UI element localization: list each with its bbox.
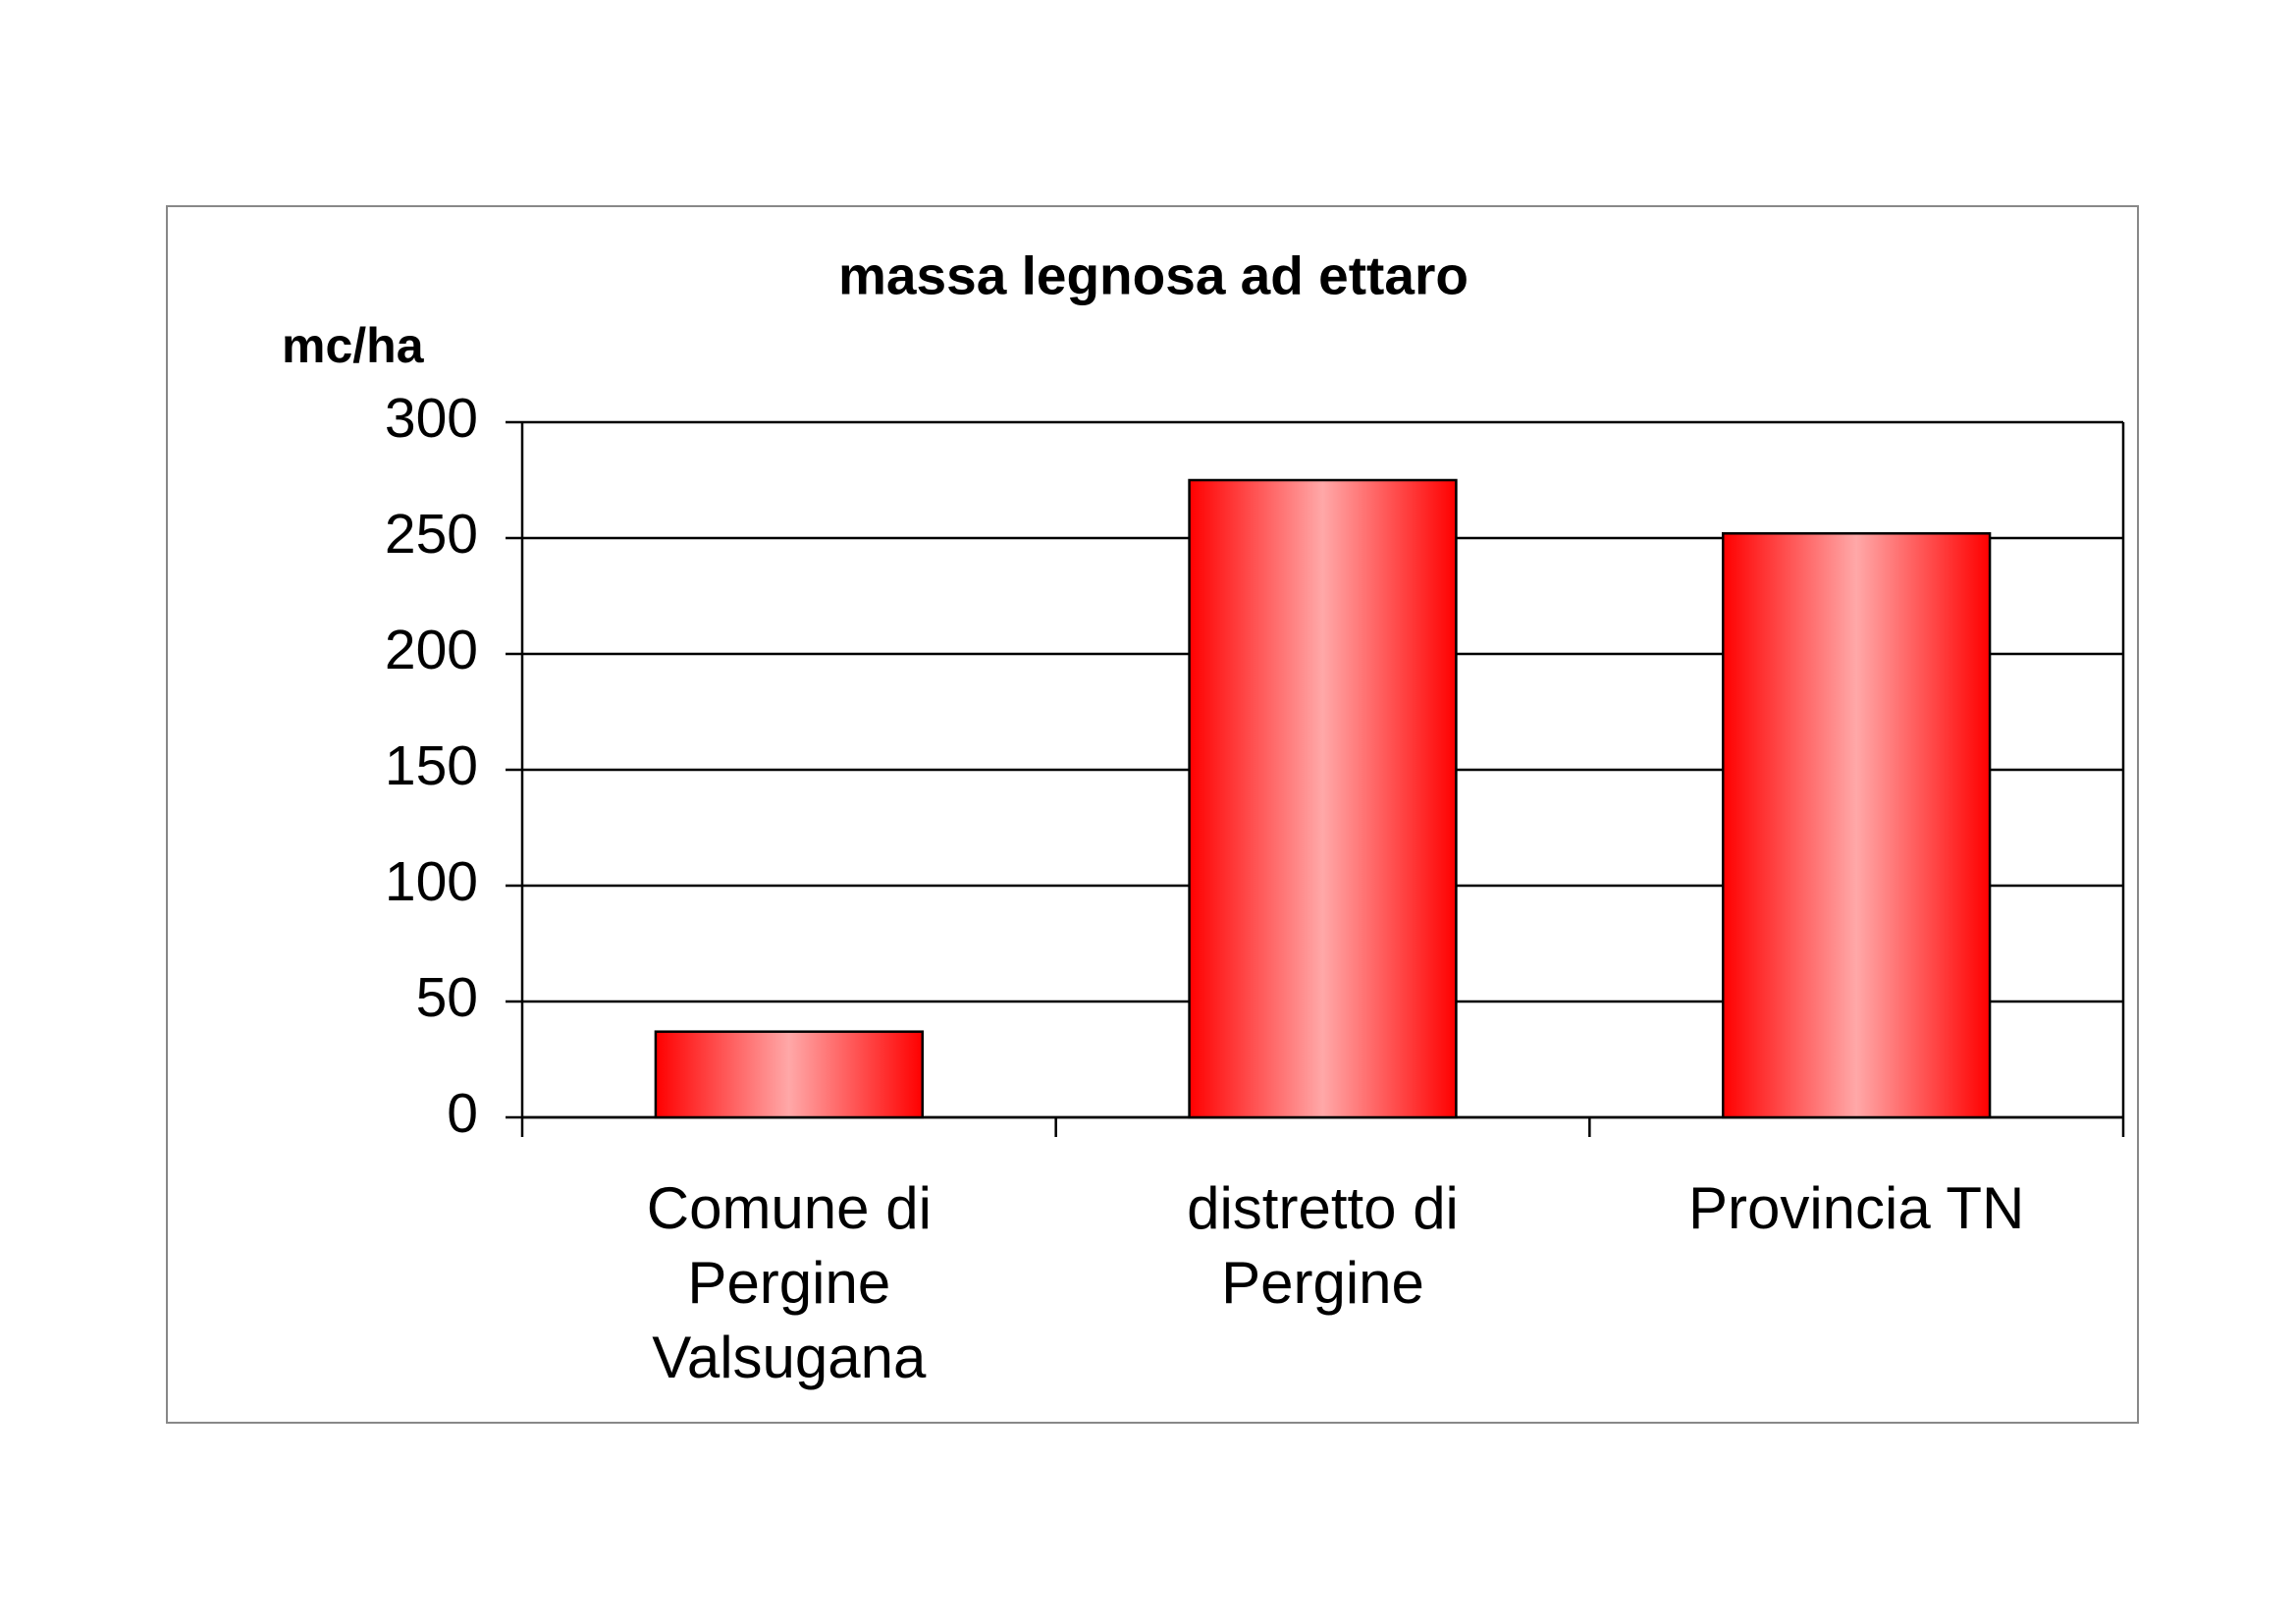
bar [1722,532,1992,1119]
y-tick-label: 250 [385,503,478,566]
chart-title: massa legnosa ad ettaro [838,245,1468,306]
bar [1188,478,1458,1119]
bar [654,1030,925,1119]
x-tick-label: Provincia TN [1687,1175,2025,1241]
y-tick-label: 50 [416,966,478,1029]
y-tick-label: 0 [447,1082,478,1145]
x-tick-label: Comune di Pergine Valsugana [646,1175,932,1390]
y-tick-label: 200 [385,619,478,681]
y-tick-label: 300 [385,387,478,450]
x-tick-label: distretto di Pergine [1187,1175,1459,1316]
y-tick-label: 100 [385,850,478,913]
y-axis-label: mc/ha [282,318,425,373]
y-tick-label: 150 [385,734,478,797]
